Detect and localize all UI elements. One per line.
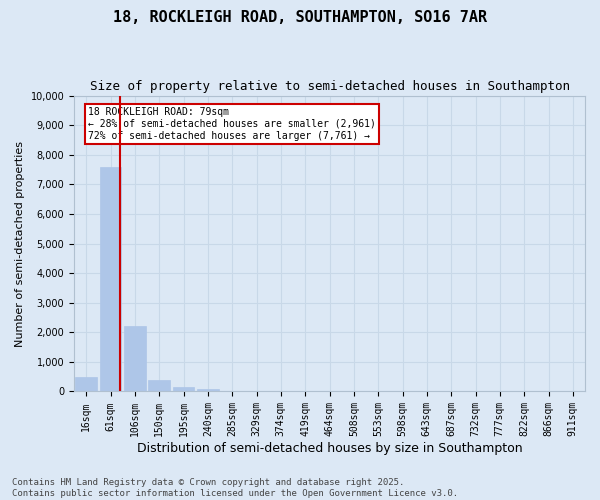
Text: 18, ROCKLEIGH ROAD, SOUTHAMPTON, SO16 7AR: 18, ROCKLEIGH ROAD, SOUTHAMPTON, SO16 7A… (113, 10, 487, 25)
Bar (100, 166, 121, 392)
Y-axis label: Number of semi-detached properties: Number of semi-detached properties (15, 140, 25, 346)
Text: 18 ROCKLEIGH ROAD: 79sqm
← 28% of semi-detached houses are smaller (2,961)
72% o: 18 ROCKLEIGH ROAD: 79sqm ← 28% of semi-d… (88, 108, 376, 140)
Bar (124, 326, 146, 392)
X-axis label: Distribution of semi-detached houses by size in Southampton: Distribution of semi-detached houses by … (137, 442, 523, 455)
Bar (75, 376, 97, 392)
Bar (197, 388, 219, 392)
Text: Contains HM Land Registry data © Crown copyright and database right 2025.
Contai: Contains HM Land Registry data © Crown c… (12, 478, 458, 498)
Bar (148, 380, 170, 392)
Title: Size of property relative to semi-detached houses in Southampton: Size of property relative to semi-detach… (89, 80, 569, 93)
Bar (173, 387, 194, 392)
